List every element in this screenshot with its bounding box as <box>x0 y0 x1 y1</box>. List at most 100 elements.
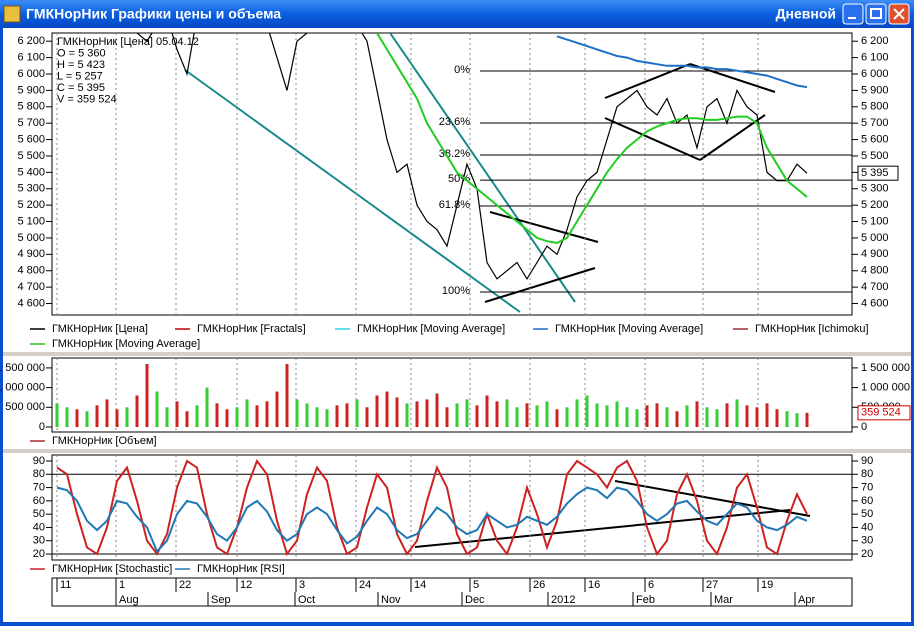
y-tick-label: 5 500 <box>861 150 889 162</box>
volume-bar <box>355 399 359 427</box>
volume-bar <box>305 403 309 427</box>
legend-label: ГМКНорНик [Moving Average] <box>357 323 505 335</box>
volume-bar <box>375 395 379 427</box>
volume-bar <box>445 407 449 427</box>
x-tick-label: 1 <box>119 579 125 591</box>
volume-bar <box>595 403 599 427</box>
y-tick-label: 20 <box>861 548 873 560</box>
y-tick-label: 30 <box>861 535 873 547</box>
window-buttons <box>842 3 910 25</box>
y-tick-label: 60 <box>861 495 873 507</box>
volume-bar <box>495 401 499 427</box>
volume-bar <box>275 391 279 427</box>
trendlines <box>184 33 776 313</box>
y-tick-label: 6 000 <box>861 68 889 80</box>
x-tick-label: 22 <box>179 579 191 591</box>
volume-bar <box>755 407 759 427</box>
series-line <box>56 458 808 557</box>
legend-label: ГМКНорНик [Ichimoku] <box>755 323 869 335</box>
info-line: L = 5 257 <box>57 70 103 82</box>
legend-label: ГМКНорНик [RSI] <box>197 563 285 575</box>
volume-bar <box>515 407 519 427</box>
x-tick-label: 26 <box>533 579 545 591</box>
volume-bar <box>325 409 329 427</box>
series-line <box>56 486 808 554</box>
last-value: 359 524 <box>861 407 901 419</box>
y-tick-label: 5 900 <box>17 84 45 96</box>
volume-bar <box>685 405 689 427</box>
y-tick-label: 0 <box>39 421 45 433</box>
y-tick-label: 5 400 <box>17 166 45 178</box>
info-line: ГМКНорНик [Цена] 05.04.12 <box>57 36 199 48</box>
x-tick-label: 14 <box>414 579 426 591</box>
x-tick-label: 6 <box>648 579 654 591</box>
volume-bar <box>535 405 539 427</box>
volume-bar <box>475 405 479 427</box>
month-label: 2012 <box>551 594 575 606</box>
volume-bar <box>485 395 489 427</box>
y-tick-label: 1 000 000 <box>861 382 910 394</box>
y-tick-label: 6 000 <box>17 68 45 80</box>
volume-bar <box>335 405 339 427</box>
volume-bar <box>805 412 809 427</box>
volume-bar <box>555 409 559 427</box>
y-tick-label: 5 300 <box>861 183 889 195</box>
volume-bar <box>365 407 369 427</box>
volume-bar <box>585 395 589 427</box>
y-tick-label: 80 <box>33 468 45 480</box>
price-pane <box>51 32 853 316</box>
volume-bar <box>85 411 89 427</box>
y-tick-label: 6 100 <box>17 51 45 63</box>
date-axis <box>51 577 853 607</box>
y-tick-label: 6 100 <box>861 51 889 63</box>
volume-bar <box>345 403 349 427</box>
y-tick-label: 5 800 <box>17 101 45 113</box>
volume-bar <box>725 403 729 427</box>
y-tick-label: 90 <box>861 455 873 467</box>
panes <box>3 32 911 607</box>
volume-bar <box>255 405 259 427</box>
volume-bar <box>145 363 149 427</box>
volume-bar <box>265 401 269 427</box>
volume-bar <box>635 409 639 427</box>
month-label: Feb <box>636 594 655 606</box>
last-value: 5 395 <box>861 167 889 179</box>
volume-bar <box>405 403 409 427</box>
y-tick-label: 1 500 000 <box>861 362 910 374</box>
fib-label: 100% <box>442 285 470 297</box>
y-tick-label: 5 700 <box>17 117 45 129</box>
x-tick-label: 11 <box>60 579 71 591</box>
y-tick-label: 20 <box>33 548 45 560</box>
y-tick-label: 5 100 <box>17 215 45 227</box>
volume-bar <box>225 409 229 427</box>
maximize-button[interactable] <box>865 3 887 25</box>
volume-bar <box>315 407 319 427</box>
x-tick-label: 12 <box>240 579 252 591</box>
legend-label: ГМКНорНик [Moving Average] <box>555 323 703 335</box>
info-line: C = 5 395 <box>57 82 105 94</box>
month-label: Mar <box>714 594 733 606</box>
volume-bar <box>55 403 59 427</box>
y-tick-label: 90 <box>33 455 45 467</box>
y-tick-label: 6 200 <box>861 35 889 47</box>
legend-label: ГМКНорНик [Moving Average] <box>52 338 200 350</box>
volume-bar <box>245 399 249 427</box>
volume-bar <box>675 411 679 427</box>
x-tick-label: 19 <box>761 579 773 591</box>
volume-bar <box>625 407 629 427</box>
volume-bar <box>95 405 99 427</box>
volume-bar <box>195 405 199 427</box>
series: 0%23.6%38.2%50%61.8%100% <box>136 33 852 297</box>
bars <box>55 363 809 427</box>
y-tick-label: 5 000 <box>17 232 45 244</box>
volume-bar <box>105 399 109 427</box>
volume-bar <box>455 403 459 427</box>
minimize-button[interactable] <box>842 3 864 25</box>
x-tick-label: 3 <box>299 579 305 591</box>
y-tick-label: 5 500 <box>17 150 45 162</box>
x-tick-label: 16 <box>588 579 600 591</box>
y-tick-label: 50 <box>33 508 45 520</box>
app-icon <box>3 5 21 23</box>
separator <box>3 352 911 356</box>
